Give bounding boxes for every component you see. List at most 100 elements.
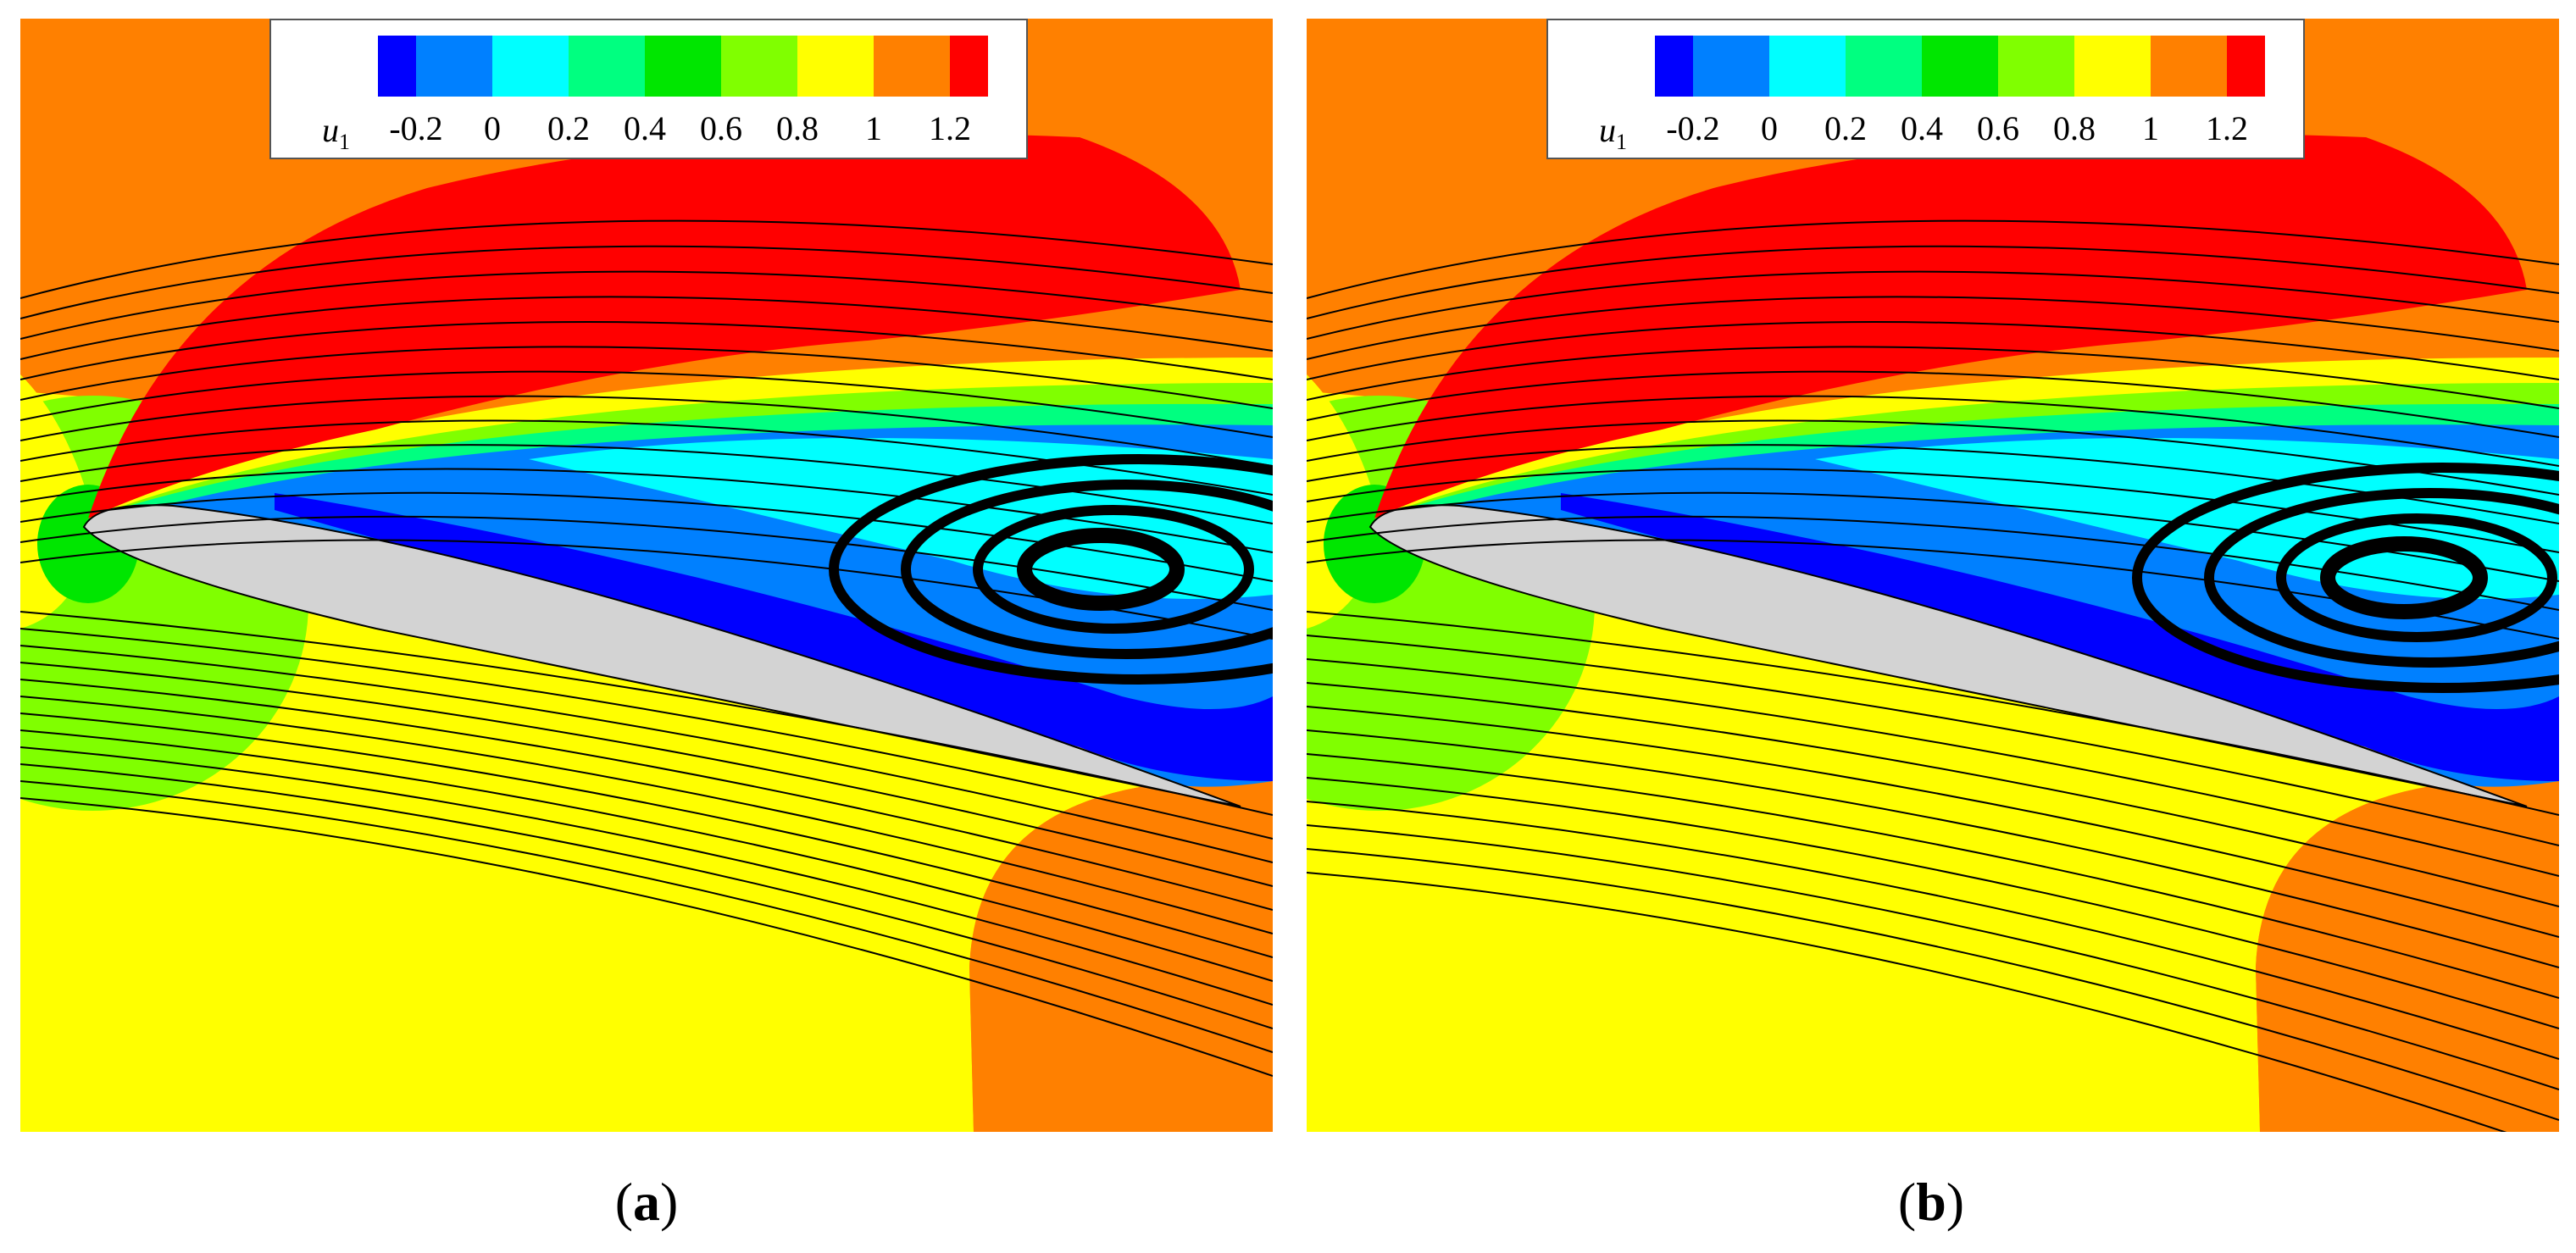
vortex-streamline	[2320, 536, 2488, 619]
reverse-flow-region	[529, 438, 1273, 599]
vortex-streamline	[1017, 528, 1185, 611]
colorbar-swatch	[2074, 36, 2151, 97]
streamline	[20, 296, 1273, 360]
streamline	[20, 712, 1273, 958]
streamline	[20, 696, 1273, 934]
colorbar-swatch	[1846, 36, 1922, 97]
panel-caption-b: (b)	[1897, 1172, 1965, 1232]
streamline	[20, 611, 1273, 816]
colorbar-swatch	[1693, 36, 1769, 97]
streamline	[20, 270, 1273, 340]
contour-panel-b: u1 -0.2 0 0.2 0.4 0.6 0.8 1 1.2	[1307, 19, 2559, 1132]
colorbar-legend: u1 -0.2 0 0.2 0.4 0.6 0.8 1 1.2	[269, 19, 1028, 159]
colorbar-swatch	[1769, 36, 1846, 97]
streamline	[20, 395, 1273, 467]
colorbar-swatch	[2227, 36, 2265, 97]
colorbar-tick-label: 0	[484, 109, 501, 147]
colorbar-tick-label: 0.8	[776, 109, 819, 147]
colorbar-tick-label: 0.4	[624, 109, 666, 147]
streamline	[1307, 706, 2559, 938]
colorbar-swatch	[492, 36, 569, 97]
colorbar-swatch	[416, 36, 492, 97]
colorbar-swatch	[2151, 36, 2227, 97]
colorbar-tick-label: 0.8	[2053, 109, 2096, 147]
streamline	[1307, 245, 2559, 319]
colorbar	[1655, 36, 2265, 97]
velocity-contour-plot	[1307, 19, 2559, 1132]
colorbar-swatch	[645, 36, 721, 97]
streamline	[20, 797, 1273, 1077]
streamline	[1307, 635, 2559, 846]
colorbar-swatch	[797, 36, 874, 97]
vortex-streamline	[829, 454, 1273, 685]
colorbar-swatch	[1655, 36, 1693, 97]
streamline	[1307, 729, 2559, 968]
colorbar-swatch	[1922, 36, 1998, 97]
colorbar-tick-label: 1	[2142, 109, 2159, 147]
streamline	[1307, 848, 2559, 1121]
streamline	[1307, 444, 2559, 524]
streamline	[20, 662, 1273, 887]
streamline	[1307, 346, 2559, 409]
streamline	[20, 245, 1273, 319]
colorbar-tick-label: 0.2	[547, 109, 590, 147]
streamline	[20, 746, 1273, 1006]
vortex-streamline	[973, 505, 1254, 634]
streamline	[1307, 491, 2559, 582]
colorbar-tick-label: 0.6	[1977, 109, 2019, 147]
vortex-streamline	[2276, 513, 2557, 642]
streamline	[1307, 468, 2559, 553]
vortex-streamline	[901, 480, 1273, 659]
legend-variable-label: u1	[322, 111, 350, 154]
contour-panel-a: u1 -0.2 0 0.2 0.4 0.6 0.8 1 1.2	[20, 19, 1273, 1132]
streamline	[1307, 777, 2559, 1029]
colorbar-tick-label: 0.4	[1901, 109, 1943, 147]
colorbar-swatch	[1998, 36, 2074, 97]
streamline	[1307, 370, 2559, 438]
strong-reverse-flow	[1561, 493, 2559, 781]
legend-variable-label: u1	[1599, 111, 1627, 154]
colorbar-tick-label: -0.2	[389, 109, 443, 147]
streamline	[20, 370, 1273, 438]
streamline	[1307, 219, 2559, 299]
streamline	[1307, 515, 2559, 611]
colorbar-tick-label: 1	[865, 109, 882, 147]
streamline	[1307, 801, 2559, 1060]
colorbar-tick-label: 0	[1761, 109, 1778, 147]
streamline	[20, 219, 1273, 299]
streamline	[1307, 682, 2559, 907]
colorbar-tick-label: 1.2	[929, 109, 971, 147]
colorbar-swatch	[721, 36, 797, 97]
panel-caption-a: (a)	[614, 1172, 679, 1232]
streamline	[1307, 419, 2559, 496]
velocity-contour-plot	[20, 19, 1273, 1132]
streamline	[20, 346, 1273, 409]
streamline	[20, 628, 1273, 840]
colorbar-tick-label: 0.6	[700, 109, 742, 147]
colorbar-swatch	[378, 36, 416, 97]
colorbar-swatch	[569, 36, 645, 97]
streamline	[1307, 872, 2507, 1132]
colorbar-swatch	[874, 36, 950, 97]
streamline	[1307, 270, 2559, 340]
streamline	[20, 515, 1273, 611]
streamline	[20, 645, 1273, 863]
vortex-streamline	[2204, 488, 2559, 668]
colorbar-legend: u1 -0.2 0 0.2 0.4 0.6 0.8 1 1.2	[1546, 19, 2305, 159]
lower-right-region	[969, 779, 1273, 1132]
streamline	[1307, 321, 2559, 380]
streamline	[20, 729, 1273, 982]
strong-reverse-flow	[275, 493, 1273, 781]
streamline	[20, 780, 1273, 1053]
vortex-streamline	[2132, 463, 2559, 693]
colorbar-tick-label: -0.2	[1666, 109, 1720, 147]
streamline	[20, 679, 1273, 911]
streamline	[20, 763, 1273, 1029]
streamline	[20, 321, 1273, 380]
streamline	[1307, 296, 2559, 360]
streamline	[1307, 611, 2559, 816]
streamline	[1307, 395, 2559, 467]
colorbar-tick-label: 0.2	[1824, 109, 1867, 147]
colorbar-swatch	[950, 36, 988, 97]
streamline	[1307, 658, 2559, 877]
